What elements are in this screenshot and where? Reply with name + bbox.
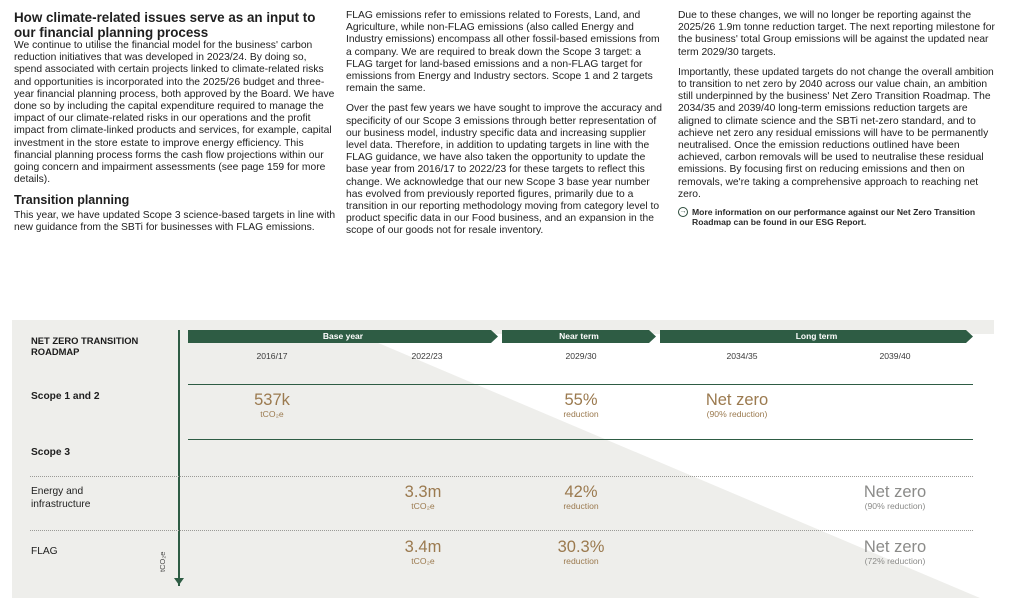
value-unit: reduction [563,409,599,419]
row-divider [188,384,973,386]
flag-definition-paragraph: FLAG emissions refer to emissions relate… [346,10,660,95]
value-energy-base: 3.3m tCO₂e [373,483,473,512]
value-unit: (72% reduction) [864,556,926,566]
value-unit: tCO₂e [411,501,435,511]
row-divider-dotted [30,530,973,531]
year-2022-23: 2022/23 [411,351,443,361]
y-axis-unit: tCO₂e [158,551,167,572]
row-label-energy: Energy and infrastructure [31,486,91,510]
esg-report-link[interactable]: → More information on our performance ag… [678,207,996,227]
value-flag-long: Net zero (72% reduction) [845,538,945,567]
arrow-circle-icon: → [678,207,688,218]
roadmap-background-wedge [357,334,994,598]
value-flag-near: 30.3% reduction [531,538,631,567]
row-divider-dotted [30,476,973,477]
flag-column: FLAG emissions refer to emissions relate… [346,10,666,246]
row-label-scope-3: Scope 3 [31,447,71,458]
value-unit: (90% reduction) [706,409,768,419]
value-number: 30.3% [557,538,605,556]
transition-planning-paragraph: This year, we have updated Scope 3 scien… [14,209,336,233]
value-number: Net zero [863,483,927,501]
value-number: 55% [564,391,598,409]
financial-planning-column: How climate-related issues serve as an i… [14,10,336,242]
roadmap-y-axis [178,330,180,586]
ambition-paragraph: Importantly, these updated targets do no… [678,66,994,200]
value-unit: reduction [563,556,599,566]
base-year-paragraph: Over the past few years we have sought t… [346,103,662,237]
axis-arrow-icon [174,578,184,585]
value-energy-near: 42% reduction [531,483,631,512]
value-number: 537k [254,391,290,409]
financial-planning-paragraph: We continue to utilise the financial mod… [14,40,335,186]
banner-long-term: Long term [660,330,973,343]
row-label-flag: FLAG [31,546,58,557]
row-divider [188,439,973,441]
transition-planning-heading: Transition planning [14,193,130,208]
net-zero-roadmap: NET ZERO TRANSITION ROADMAP tCO₂e Base y… [12,320,994,598]
trajectory-wedge [357,334,994,598]
value-unit: tCO₂e [260,409,284,419]
year-2039-40: 2039/40 [879,351,911,361]
value-flag-base: 3.4m tCO₂e [373,538,473,567]
banner-base-year: Base year [188,330,498,343]
value-scope12-near: 55% reduction [531,391,631,420]
section-heading: How climate-related issues serve as an i… [14,10,316,40]
value-number: 42% [564,483,598,501]
roadmap-title: NET ZERO TRANSITION ROADMAP [31,335,139,357]
value-scope12-base: 537k tCO₂e [222,391,322,420]
value-energy-long: Net zero (90% reduction) [845,483,945,512]
targets-column: Due to these changes, we will no longer … [678,10,996,227]
year-2029-30: 2029/30 [565,351,597,361]
esg-report-link-text: More information on our performance agai… [692,207,976,228]
value-scope12-long: Net zero (90% reduction) [687,391,787,420]
year-2016-17: 2016/17 [256,351,288,361]
value-unit: reduction [563,501,599,511]
year-2034-35: 2034/35 [726,351,758,361]
value-number: Net zero [705,391,769,409]
value-number: 3.3m [404,483,442,501]
banner-near-term: Near term [502,330,656,343]
value-unit: tCO₂e [411,556,435,566]
value-number: 3.4m [404,538,442,556]
reporting-paragraph: Due to these changes, we will no longer … [678,10,995,58]
value-unit: (90% reduction) [864,501,926,511]
row-label-scope-1-2: Scope 1 and 2 [31,391,100,402]
value-number: Net zero [863,538,927,556]
